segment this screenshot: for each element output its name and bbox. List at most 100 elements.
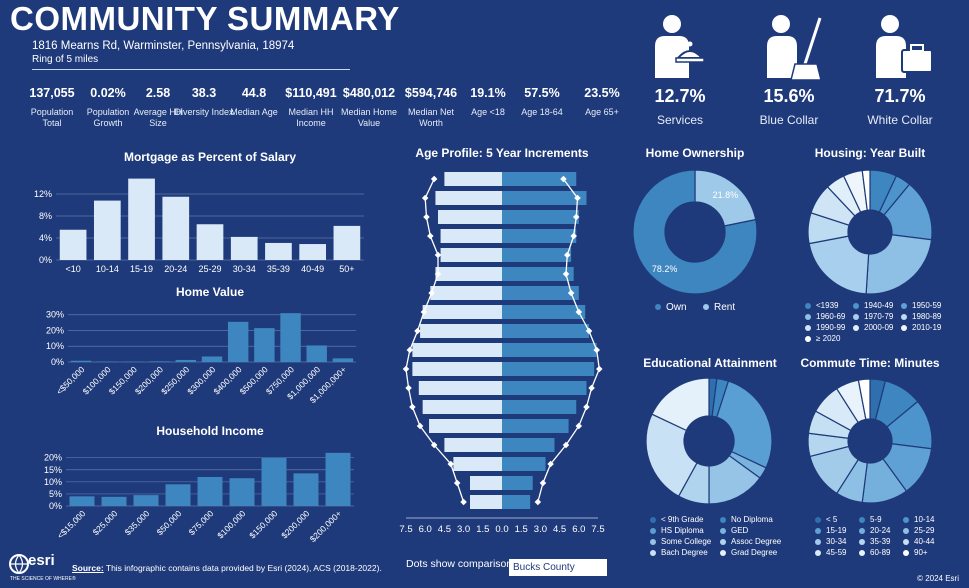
legend-item: GED bbox=[720, 526, 748, 535]
age-chart-title: Age Profile: 5 Year Increments bbox=[415, 146, 589, 160]
legend-label: 1970-79 bbox=[864, 312, 894, 321]
legend-label: Own bbox=[666, 302, 687, 313]
female-comparison-line bbox=[537, 178, 600, 503]
female-age-bar bbox=[502, 305, 586, 319]
comparison-dot bbox=[421, 194, 429, 202]
comparison-label: Dots show comparison to bbox=[406, 558, 524, 570]
age-x-tick: 6.0 bbox=[419, 524, 432, 535]
legend-swatch bbox=[901, 313, 907, 320]
donut-slice bbox=[632, 169, 758, 295]
legend-swatch bbox=[903, 549, 909, 556]
y-tick-label: 20% bbox=[46, 325, 64, 335]
page-title: COMMUNITY SUMMARY bbox=[10, 0, 400, 37]
female-age-bar bbox=[502, 267, 574, 281]
y-tick-label: 10% bbox=[46, 341, 64, 351]
comparison-area-select[interactable]: Bucks County bbox=[509, 559, 607, 576]
legend-label: ≥ 2020 bbox=[816, 334, 841, 343]
legend-item: Own bbox=[655, 302, 687, 313]
age-x-tick: 1.5 bbox=[515, 524, 528, 535]
comparison-dot bbox=[562, 270, 570, 278]
legend-item: 2000-09 bbox=[853, 323, 893, 332]
donut-slice bbox=[861, 169, 871, 211]
male-age-bar bbox=[438, 210, 502, 224]
education-legend: < 9th Grade No Diploma HS Diploma GED Some C… bbox=[650, 515, 790, 561]
stat-value: 23.5% bbox=[584, 86, 620, 100]
esri-tagline: THE SCIENCE OF WHERE® bbox=[10, 576, 76, 582]
y-tick-label: 15% bbox=[44, 465, 62, 475]
x-tick-label: $100,000 bbox=[215, 508, 247, 540]
y-tick-label: 0% bbox=[49, 501, 62, 511]
stat-7: $594,746 Median Net Worth bbox=[398, 86, 464, 128]
bar bbox=[175, 359, 197, 362]
age-x-tick: 7.5 bbox=[399, 524, 412, 535]
legend-label: GED bbox=[731, 526, 749, 535]
male-age-bar bbox=[429, 419, 502, 433]
stat-2: 2.58 Average HH Size bbox=[128, 86, 188, 128]
bar bbox=[299, 244, 327, 260]
stat-8: 19.1% Age <18 bbox=[458, 86, 518, 118]
legend-label: < 5 bbox=[826, 515, 838, 524]
legend-swatch bbox=[859, 516, 865, 523]
female-age-bar bbox=[502, 476, 533, 490]
legend-label: 2010-19 bbox=[912, 323, 942, 332]
y-tick-label: 0% bbox=[39, 255, 52, 265]
age-pyramid-chart: 7.5 6.0 4.5 3.0 1.5 0.0 1.5 3.0 4.5 6.0 7.5 bbox=[399, 172, 605, 535]
legend-swatch bbox=[720, 549, 726, 556]
x-tick-label: 50+ bbox=[339, 264, 354, 274]
occupation-value: 12.7% bbox=[654, 86, 706, 106]
female-age-bar bbox=[502, 438, 555, 452]
bar bbox=[265, 242, 292, 260]
female-age-bar bbox=[502, 362, 595, 376]
legend-item: No Diploma bbox=[720, 515, 773, 524]
stat-label: Age 65+ bbox=[585, 107, 619, 117]
male-age-bar bbox=[440, 229, 502, 243]
legend-label: 1950-59 bbox=[912, 301, 942, 310]
occupation-1: 15.6% Blue Collar bbox=[734, 86, 844, 127]
legend-label: Assoc Degree bbox=[731, 537, 782, 546]
age-x-tick: 1.5 bbox=[476, 524, 489, 535]
home-value-bar-chart: 0%10%20%30%<$50,000$100,000$150,000$200,… bbox=[46, 310, 356, 405]
legend-item: 1950-59 bbox=[901, 301, 941, 310]
esri-globe-icon bbox=[9, 554, 29, 574]
stat-label: Age 18-64 bbox=[521, 107, 563, 117]
stat-label: Population Growth bbox=[86, 107, 130, 128]
comparison-dot bbox=[402, 365, 410, 373]
donut-slice bbox=[808, 235, 870, 295]
slice-value-label: 21.8% bbox=[713, 190, 739, 200]
legend-swatch bbox=[859, 538, 865, 545]
legend-label: No Diploma bbox=[731, 515, 773, 524]
ownership-chart-title: Home Ownership bbox=[645, 146, 745, 160]
commute-chart-title: Commute Time: Minutes bbox=[800, 356, 940, 370]
legend-label: 45-59 bbox=[826, 548, 847, 557]
female-age-bar bbox=[502, 324, 590, 338]
y-tick-label: 5% bbox=[49, 489, 62, 499]
legend-label: 90+ bbox=[914, 548, 928, 557]
commute-donut-chart bbox=[807, 378, 933, 504]
bar bbox=[128, 178, 155, 260]
legend-item: 60-89 bbox=[859, 548, 890, 557]
x-tick-label: 15-19 bbox=[130, 264, 153, 274]
legend-swatch bbox=[859, 549, 865, 556]
legend-label: Grad Degree bbox=[731, 548, 778, 557]
comparison-dot bbox=[434, 251, 442, 259]
legend-item: < 5 bbox=[815, 515, 837, 524]
legend-item: 1940-49 bbox=[853, 301, 893, 310]
legend-label: 5-9 bbox=[870, 515, 882, 524]
donut-slice bbox=[645, 413, 698, 498]
female-age-bar bbox=[502, 210, 579, 224]
legend-swatch bbox=[859, 527, 865, 534]
male-age-bar bbox=[430, 286, 502, 300]
male-age-bar bbox=[412, 343, 502, 357]
mortgage-chart-title: Mortgage as Percent of Salary bbox=[123, 150, 297, 164]
copyright: © 2024 Esri bbox=[917, 574, 959, 583]
stat-label: Diversity Index bbox=[174, 107, 234, 117]
stat-value: $480,012 bbox=[342, 86, 396, 100]
legend-swatch bbox=[903, 516, 909, 523]
stat-10: 23.5% Age 65+ bbox=[572, 86, 632, 118]
yearbuilt-legend: <1939 1940-49 1950-59 1960-69 1970-79 1980-89… bbox=[805, 301, 955, 347]
commute-legend: < 5 5-9 10-14 15-19 20-24 25-29 30-34 35-39 40-4… bbox=[815, 515, 965, 561]
education-chart-title: Educational Attainment bbox=[643, 356, 777, 370]
legend-swatch bbox=[853, 313, 859, 320]
legend-swatch bbox=[650, 549, 656, 556]
legend-swatch bbox=[815, 549, 821, 556]
